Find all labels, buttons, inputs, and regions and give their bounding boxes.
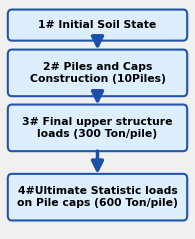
FancyBboxPatch shape xyxy=(8,10,187,41)
Text: 3# Final upper structure
loads (300 Ton/pile): 3# Final upper structure loads (300 Ton/… xyxy=(22,117,173,139)
Text: 4#Ultimate Statistic loads
on Pile caps (600 Ton/pile): 4#Ultimate Statistic loads on Pile caps … xyxy=(17,186,178,208)
Text: 1# Initial Soil State: 1# Initial Soil State xyxy=(38,20,157,30)
FancyBboxPatch shape xyxy=(8,50,187,96)
FancyBboxPatch shape xyxy=(8,174,187,220)
Text: 2# Piles and Caps
Construction (10Piles): 2# Piles and Caps Construction (10Piles) xyxy=(30,62,165,84)
FancyBboxPatch shape xyxy=(8,105,187,151)
